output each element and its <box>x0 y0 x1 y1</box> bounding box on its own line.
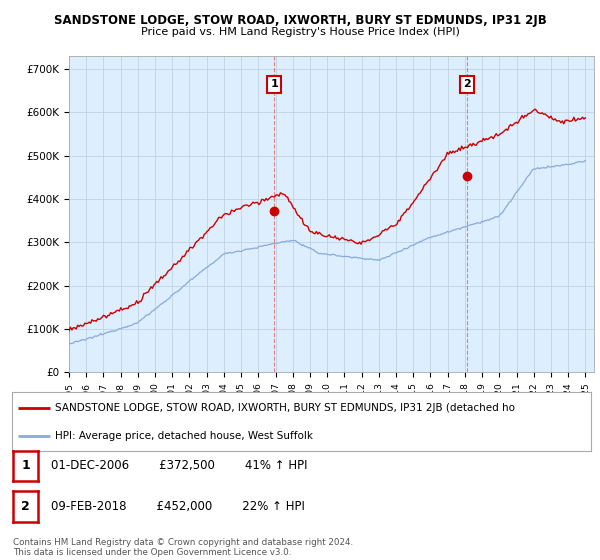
Text: 2: 2 <box>22 500 30 514</box>
Text: 09-FEB-2018        £452,000        22% ↑ HPI: 09-FEB-2018 £452,000 22% ↑ HPI <box>51 500 305 514</box>
Text: SANDSTONE LODGE, STOW ROAD, IXWORTH, BURY ST EDMUNDS, IP31 2JB: SANDSTONE LODGE, STOW ROAD, IXWORTH, BUR… <box>53 14 547 27</box>
Text: 01-DEC-2006        £372,500        41% ↑ HPI: 01-DEC-2006 £372,500 41% ↑ HPI <box>51 459 308 473</box>
Text: Price paid vs. HM Land Registry's House Price Index (HPI): Price paid vs. HM Land Registry's House … <box>140 27 460 37</box>
Text: HPI: Average price, detached house, West Suffolk: HPI: Average price, detached house, West… <box>55 431 313 441</box>
Text: 1: 1 <box>22 459 30 473</box>
Text: Contains HM Land Registry data © Crown copyright and database right 2024.
This d: Contains HM Land Registry data © Crown c… <box>13 538 353 557</box>
Text: 1: 1 <box>271 80 278 90</box>
Text: SANDSTONE LODGE, STOW ROAD, IXWORTH, BURY ST EDMUNDS, IP31 2JB (detached ho: SANDSTONE LODGE, STOW ROAD, IXWORTH, BUR… <box>55 403 515 413</box>
Text: 2: 2 <box>463 80 471 90</box>
